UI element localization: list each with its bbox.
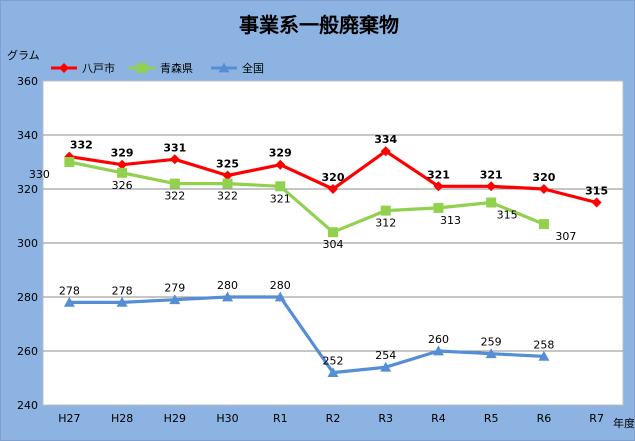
y-tick-label: 260	[17, 345, 38, 358]
data-label: 331	[163, 141, 186, 154]
x-tick-labels: H27 H28 H29 H30 R1 R2 R3 R4 R5 R6 R7	[58, 412, 604, 425]
data-point-marker	[485, 348, 497, 359]
data-label: 279	[164, 282, 185, 295]
data-label: 259	[481, 336, 502, 349]
y-tick-label: 280	[17, 291, 38, 304]
data-point-marker	[328, 184, 338, 194]
x-tick-label: R5	[484, 412, 499, 425]
data-label: 307	[555, 230, 576, 243]
data-point-marker	[380, 361, 392, 372]
series-1: 332 329 331 325 329 320 334 321 321 320 315	[64, 133, 608, 208]
x-tick-label: R2	[326, 412, 341, 425]
data-point-marker	[328, 227, 338, 238]
data-point-marker	[222, 178, 233, 189]
data-point-marker	[64, 157, 75, 167]
x-tick-label: R7	[589, 412, 604, 425]
data-label: 278	[112, 284, 133, 297]
x-tick-label: H28	[111, 412, 133, 425]
data-label: 326	[112, 179, 133, 192]
data-point-marker	[169, 294, 181, 305]
chart-title: 事業系一般廃棄物	[239, 13, 399, 37]
x-tick-label: H30	[216, 412, 238, 425]
x-tick-label: R1	[273, 412, 288, 425]
data-label: 313	[440, 214, 461, 227]
legend-label: 全国	[242, 61, 264, 75]
data-point-marker	[218, 62, 230, 73]
data-label: 320	[322, 171, 345, 184]
data-label: 252	[323, 355, 344, 368]
data-label: 322	[164, 190, 185, 203]
data-label: 334	[374, 133, 397, 146]
data-point-marker	[274, 291, 286, 302]
data-point-marker	[222, 170, 233, 181]
data-point-marker	[486, 197, 497, 208]
data-label: 321	[270, 192, 291, 205]
data-label: 330	[29, 168, 50, 181]
data-point-marker	[486, 181, 497, 192]
series-line	[69, 295, 544, 375]
legend: 八戸市 青森県 全国	[51, 61, 264, 75]
series-line	[69, 160, 545, 234]
data-label: 315	[585, 185, 608, 198]
data-point-marker	[432, 345, 444, 356]
data-point-marker	[433, 202, 444, 213]
data-label: 332	[70, 139, 93, 152]
data-point-marker	[275, 181, 286, 192]
data-label: 312	[375, 217, 396, 230]
data-label: 322	[217, 190, 238, 203]
y-tick-label: 240	[17, 399, 38, 412]
data-point-marker	[169, 178, 180, 189]
data-point-marker	[116, 296, 128, 307]
data-point-marker	[137, 63, 147, 73]
data-label: 315	[497, 209, 518, 222]
legend-label: 八戸市	[82, 61, 115, 75]
data-label: 329	[111, 147, 134, 160]
data-point-marker	[380, 205, 391, 216]
data-point-marker	[380, 146, 391, 157]
data-label: 304	[323, 238, 344, 251]
data-point-marker	[117, 159, 128, 170]
data-point-marker	[538, 350, 550, 361]
data-point-marker	[63, 296, 75, 307]
data-point-marker	[169, 154, 180, 165]
y-tick-labels: 240 260 280 300 320 340 360	[17, 75, 38, 412]
data-label: 329	[269, 147, 292, 160]
data-label: 260	[428, 333, 449, 346]
data-label: 321	[480, 168, 503, 181]
y-axis-label: グラム	[7, 48, 40, 62]
y-tick-label: 300	[17, 237, 38, 250]
x-tick-label: H29	[164, 412, 186, 425]
x-tick-label: R3	[378, 412, 393, 425]
data-point-marker	[538, 219, 549, 230]
data-point-marker	[538, 184, 549, 194]
data-label: 321	[427, 168, 450, 181]
data-point-marker	[117, 167, 128, 178]
data-point-marker	[222, 291, 234, 302]
data-label: 254	[375, 349, 396, 362]
legend-label: 青森県	[160, 61, 193, 75]
y-tick-label: 320	[17, 183, 38, 196]
data-label: 278	[59, 284, 80, 297]
series-3: 278 278 279 280 280 252 254 260 259 258	[59, 279, 554, 377]
y-tick-label: 360	[17, 75, 38, 88]
data-label: 325	[216, 158, 239, 171]
data-point-marker	[327, 367, 339, 377]
data-point-marker	[59, 63, 69, 73]
y-tick-label: 340	[17, 129, 38, 142]
data-point-marker	[433, 181, 444, 192]
data-label: 320	[532, 171, 555, 184]
series-2: 330 326 322 322 321 304 312 313 315 307	[29, 157, 576, 251]
data-label: 280	[217, 279, 238, 292]
data-label: 280	[270, 279, 291, 292]
data-point-marker	[275, 159, 286, 170]
x-tick-label: H27	[58, 412, 80, 425]
data-label: 258	[533, 338, 554, 351]
x-axis-label: 年度	[613, 416, 634, 430]
x-tick-label: R6	[537, 412, 552, 425]
data-point-marker	[591, 197, 602, 208]
x-tick-label: R4	[431, 412, 446, 425]
